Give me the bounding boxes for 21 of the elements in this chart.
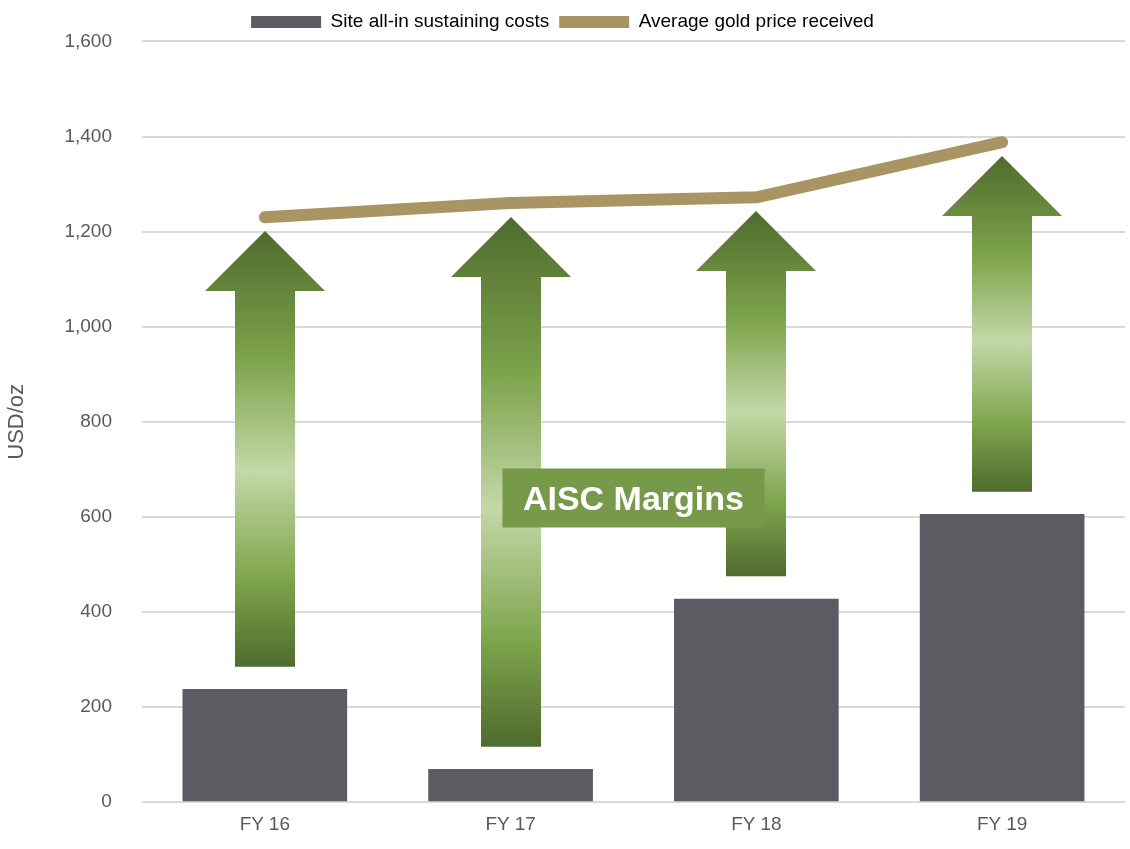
- y-tick-label: 1,000: [64, 314, 112, 336]
- y-tick-label: 1,400: [64, 124, 112, 146]
- x-tick-label: FY 17: [485, 812, 536, 834]
- bar: [674, 598, 839, 802]
- annotation: AISC Margins: [502, 468, 764, 528]
- bar: [428, 768, 593, 802]
- bar: [182, 689, 348, 802]
- bar: [919, 514, 1085, 802]
- y-tick-label: 1,200: [64, 219, 112, 241]
- y-tick-label: 600: [80, 505, 112, 527]
- y-tick-label: 200: [80, 695, 112, 717]
- x-tick-label: FY 19: [976, 812, 1028, 834]
- y-axis-title: USD/oz: [3, 383, 29, 460]
- x-tick-label: FY 16: [239, 812, 291, 834]
- y-tick-label: 1,600: [64, 29, 112, 51]
- x-tick-label: FY 18: [731, 812, 782, 834]
- y-tick-label: 400: [80, 600, 112, 622]
- y-tick-label: 800: [80, 410, 112, 432]
- legend-label: Average gold price received: [638, 10, 874, 32]
- legend-label: Site all-in sustaining costs: [330, 10, 550, 32]
- y-tick-label: 0: [101, 790, 112, 812]
